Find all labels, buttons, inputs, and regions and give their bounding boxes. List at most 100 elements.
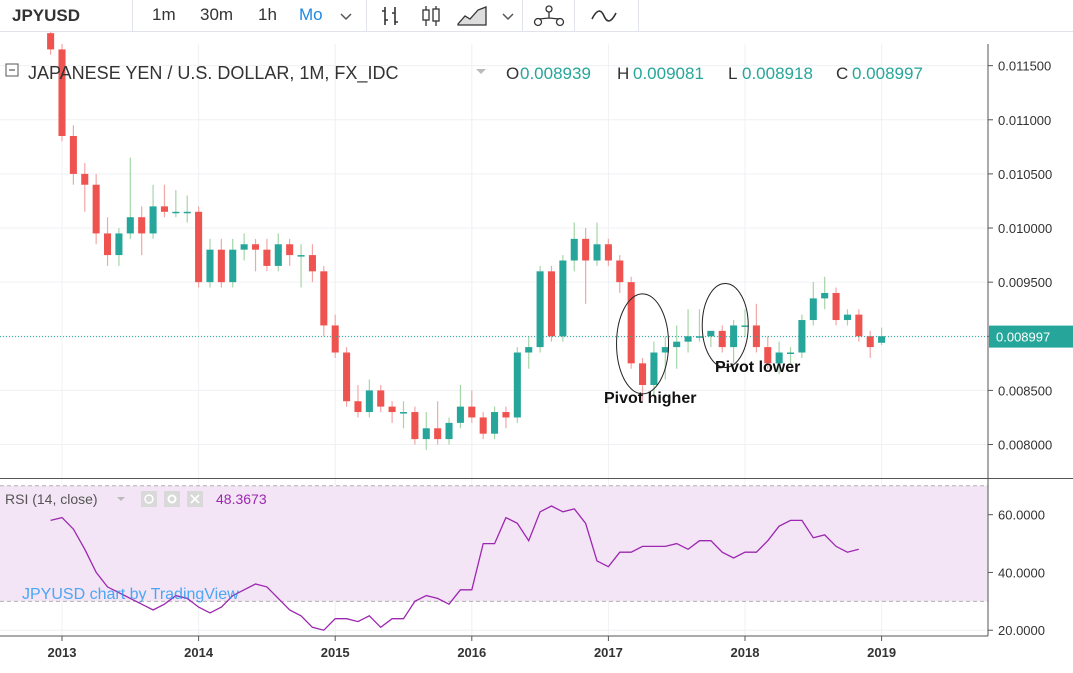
rsi-tick-label: 60.0000 bbox=[998, 508, 1045, 523]
candle bbox=[320, 265, 328, 337]
legend-high-value: 0.009081 bbox=[633, 64, 704, 83]
candle-body bbox=[650, 352, 658, 385]
candle-body bbox=[274, 244, 282, 266]
candle bbox=[559, 255, 567, 342]
price-chart[interactable]: 0.011500 0.011000 0.010500 0.010000 0.009500… bbox=[0, 32, 1073, 673]
legend-high-label: H bbox=[617, 64, 629, 83]
candle-body bbox=[320, 271, 328, 326]
candle bbox=[650, 341, 658, 396]
candle-body bbox=[479, 417, 487, 434]
candle-body bbox=[308, 255, 316, 272]
candle-series bbox=[47, 32, 886, 450]
candle bbox=[411, 406, 419, 445]
candle-body bbox=[286, 244, 294, 256]
chevron-down-icon[interactable] bbox=[117, 497, 125, 501]
bar-chart-icon[interactable] bbox=[380, 5, 402, 32]
candle-body bbox=[388, 406, 396, 413]
legend-open-label: O bbox=[506, 64, 519, 83]
price-tick-label: 0.010000 bbox=[998, 221, 1052, 236]
candle bbox=[308, 244, 316, 283]
candle-body bbox=[639, 363, 647, 385]
candle-body bbox=[343, 352, 351, 402]
candle bbox=[787, 347, 795, 364]
visibility-icon[interactable] bbox=[141, 491, 157, 507]
candle bbox=[434, 401, 442, 445]
chevron-down-icon[interactable] bbox=[502, 9, 514, 27]
compare-icon[interactable] bbox=[532, 5, 566, 32]
candle-body bbox=[126, 217, 134, 234]
candle bbox=[229, 238, 237, 288]
candle-body bbox=[809, 298, 817, 321]
rsi-value: 48.3673 bbox=[216, 491, 267, 507]
candle-body bbox=[160, 206, 168, 212]
candle-body bbox=[445, 422, 453, 440]
toolbar-divider bbox=[522, 0, 523, 32]
symbol-label[interactable]: JPYUSD bbox=[12, 6, 81, 25]
candle bbox=[809, 282, 817, 326]
time-tick-label: 2017 bbox=[594, 645, 623, 660]
rsi-axis: 60.0000 40.0000 20.0000 bbox=[988, 508, 1045, 638]
candle-body bbox=[195, 211, 203, 283]
candle bbox=[399, 401, 408, 429]
visibility-icon-glyph bbox=[144, 494, 154, 504]
candle-body bbox=[878, 336, 886, 343]
candle bbox=[593, 222, 601, 266]
candle bbox=[764, 336, 772, 369]
candle bbox=[240, 233, 248, 261]
candle bbox=[354, 384, 362, 418]
candle bbox=[513, 347, 521, 423]
area-chart-icon[interactable] bbox=[456, 5, 488, 32]
candle bbox=[331, 314, 339, 358]
candle bbox=[138, 206, 146, 256]
interval-30m-button[interactable]: 30m bbox=[200, 5, 234, 24]
candle-body bbox=[536, 271, 544, 348]
interval-month-button[interactable]: Mo bbox=[299, 5, 323, 24]
indicators-icon[interactable] bbox=[590, 6, 618, 31]
candle-body bbox=[559, 260, 567, 337]
candle-body bbox=[787, 352, 795, 355]
candle-body bbox=[627, 282, 635, 364]
candle bbox=[343, 347, 351, 407]
price-tick-label: 0.011000 bbox=[998, 113, 1051, 128]
candle bbox=[115, 228, 123, 266]
settings-icon[interactable] bbox=[164, 491, 180, 507]
candle bbox=[843, 309, 851, 326]
candle bbox=[286, 238, 294, 266]
candle-body bbox=[81, 173, 89, 185]
candles-icon[interactable] bbox=[420, 5, 442, 32]
price-tick-label: 0.010500 bbox=[998, 167, 1052, 182]
rsi-title: RSI (14, close) bbox=[5, 491, 98, 507]
candle bbox=[126, 157, 134, 239]
candle-body bbox=[92, 184, 100, 234]
chevron-down-icon[interactable] bbox=[340, 9, 352, 27]
legend-title: JAPANESE YEN / U.S. DOLLAR, 1M, FX_IDC bbox=[28, 63, 398, 84]
close-icon-glyph bbox=[190, 494, 200, 504]
candle bbox=[47, 32, 55, 55]
toolbar-divider bbox=[638, 0, 639, 32]
interval-1m-button[interactable]: 1m bbox=[152, 5, 176, 24]
interval-1h-button[interactable]: 1h bbox=[258, 5, 277, 24]
candle-body bbox=[502, 412, 510, 418]
candle-body bbox=[468, 406, 476, 418]
candle-body bbox=[775, 352, 783, 364]
candle bbox=[422, 412, 430, 450]
candle bbox=[752, 303, 760, 353]
chevron-down-icon[interactable] bbox=[476, 69, 486, 74]
candle-body bbox=[377, 390, 385, 407]
candle-body bbox=[855, 314, 863, 337]
time-tick-label: 2019 bbox=[867, 645, 896, 660]
candle-body bbox=[115, 233, 123, 256]
candle-body bbox=[58, 49, 66, 137]
candle bbox=[832, 287, 840, 326]
candle-body bbox=[741, 325, 749, 327]
candle bbox=[582, 228, 590, 304]
candle-body bbox=[229, 249, 237, 283]
pivot-lower-ellipse bbox=[701, 282, 749, 368]
candle-body bbox=[183, 211, 191, 214]
candle-body bbox=[251, 244, 260, 250]
candle-body bbox=[821, 292, 829, 299]
watermark: JPYUSD chart by TradingView bbox=[22, 586, 239, 603]
price-axis: 0.011500 0.011000 0.010500 0.010000 0.009500… bbox=[988, 59, 1073, 453]
candle bbox=[160, 184, 168, 218]
time-tick-label: 2013 bbox=[48, 645, 77, 660]
